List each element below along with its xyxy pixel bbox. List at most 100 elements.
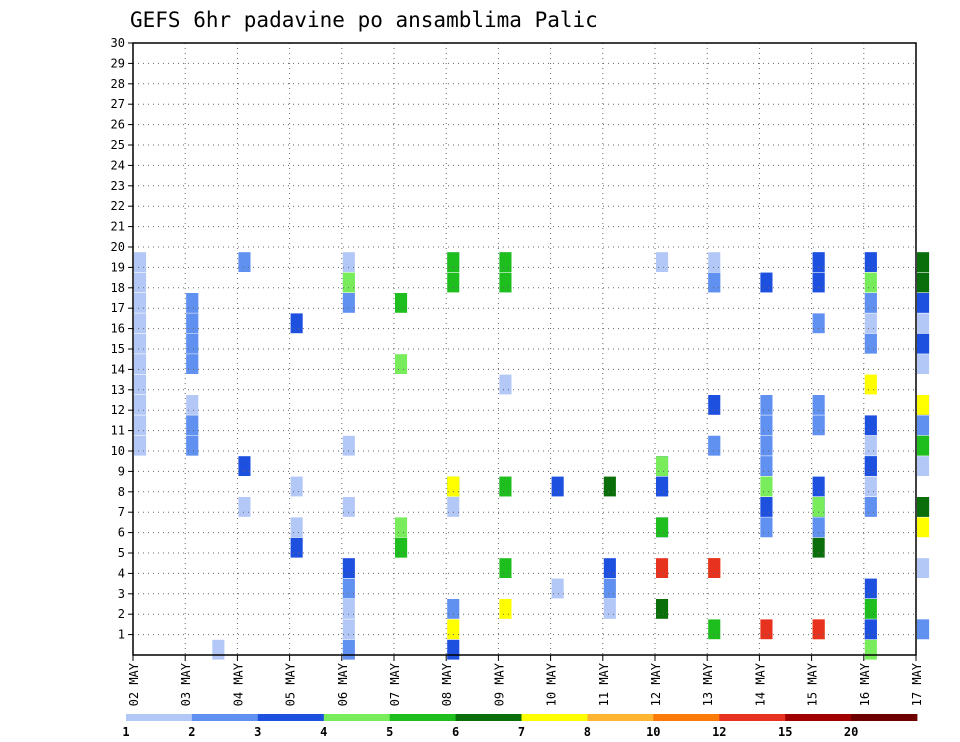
heatmap-cell [134,435,147,456]
colorbar-swatch [389,714,456,721]
heatmap-cell [708,272,721,293]
heatmap-cell [864,333,877,354]
colorbar-swatch [653,714,720,721]
y-tick-label: 16 [111,322,125,336]
heatmap-cell [917,252,930,272]
x-tick-label: 09 MAY [492,662,506,706]
x-tick-label: 07 MAY [388,662,402,706]
heatmap-cell [708,395,721,415]
heatmap-cell [864,456,877,476]
colorbar-swatch [521,714,588,721]
heatmap-cell [917,354,930,374]
heatmap-cell [760,517,773,538]
colorbar-legend: 1 2 3 4 5 6 7 8 10 12 15 20 [122,714,918,739]
colorbar-swatch [719,714,786,721]
heatmap-cell [342,293,355,313]
heatmap-cell [917,435,930,456]
y-tick-label: 28 [111,77,125,91]
heatmap-cell [603,558,616,578]
heatmap-cell [447,272,460,293]
heatmap-cell [447,599,460,619]
heatmap-cell [342,252,355,272]
heatmap-cell [134,354,147,374]
heatmap-cell [342,619,355,640]
heatmap-cell [812,252,825,272]
heatmap-cell [186,313,199,334]
heatmap-cell [395,517,408,538]
heatmap-cell [447,252,460,272]
heatmap-cell [708,252,721,272]
y-tick-label: 24 [111,158,125,172]
x-tick-label: 10 MAY [545,662,559,706]
colorbar-swatch [785,714,852,721]
heatmap-cell [656,456,669,476]
heatmap-cell [760,435,773,456]
y-tick-label: 15 [111,342,125,356]
x-tick-label: 05 MAY [284,662,298,706]
heatmap-cell [864,497,877,517]
heatmap-cell [342,639,355,660]
x-tick-label: 02 MAY [127,662,141,706]
heatmap-cell [134,293,147,313]
heatmap-cell [603,476,616,497]
y-tick-label: 21 [111,220,125,234]
gridlines [133,42,916,655]
heatmap-cell [812,476,825,497]
heatmap-cell [395,354,408,374]
heatmap-cell [342,272,355,293]
heatmap-cell [864,293,877,313]
heatmap-cell [186,395,199,415]
heatmap-cell [656,517,669,538]
heatmap-cell [134,272,147,293]
heatmap-cell [812,619,825,640]
y-tick-label: 12 [111,403,125,417]
y-tick-label: 30 [111,36,125,50]
y-tick-label: 26 [111,118,125,132]
heatmap-cell [760,497,773,517]
heatmap-cell [812,537,825,558]
heatmap-cell [917,293,930,313]
y-tick-label: 14 [111,362,125,376]
heatmap-cell [864,599,877,619]
colorbar-label: 8 [584,725,591,739]
heatmap-cell [551,476,564,497]
y-tick-label: 29 [111,56,125,70]
heatmap-cell [760,395,773,415]
y-tick-label: 27 [111,97,125,111]
x-tick-label: 13 MAY [701,662,715,706]
heatmap-cell [186,415,199,436]
colorbar-label: 12 [712,725,726,739]
x-tick-label: 14 MAY [753,662,767,706]
heatmap-cell [342,435,355,456]
heatmap-cell [134,415,147,436]
x-tick-label: 08 MAY [440,662,454,706]
heatmap-cell [812,313,825,334]
y-tick-label: 18 [111,281,125,295]
heatmap-cell [499,252,512,272]
heatmap-cell [917,456,930,476]
heatmap-cell [917,619,930,640]
chart-title: GEFS 6hr padavine po ansamblima Palic [130,8,598,32]
heatmap-cell [499,374,512,395]
heatmap-cell [917,333,930,354]
heatmap-cell [656,476,669,497]
heatmap-cell [708,558,721,578]
heatmap-cell [917,415,930,436]
heatmap-cell [186,435,199,456]
heatmap-cell [134,374,147,395]
colorbar-label: 20 [844,725,858,739]
x-tick-label: 03 MAY [179,662,193,706]
heatmap-cell [342,558,355,578]
y-tick-label: 20 [111,240,125,254]
x-tick-label: 11 MAY [597,662,611,706]
heatmap-cell [134,333,147,354]
colorbar-label: 4 [320,725,327,739]
heatmap-cell [917,517,930,538]
heatmap-cell [447,497,460,517]
heatmap-cell [551,578,564,599]
heatmap-cell [708,435,721,456]
heatmap-cell [864,476,877,497]
colorbar-label: 7 [518,725,525,739]
heatmap-cell [395,293,408,313]
